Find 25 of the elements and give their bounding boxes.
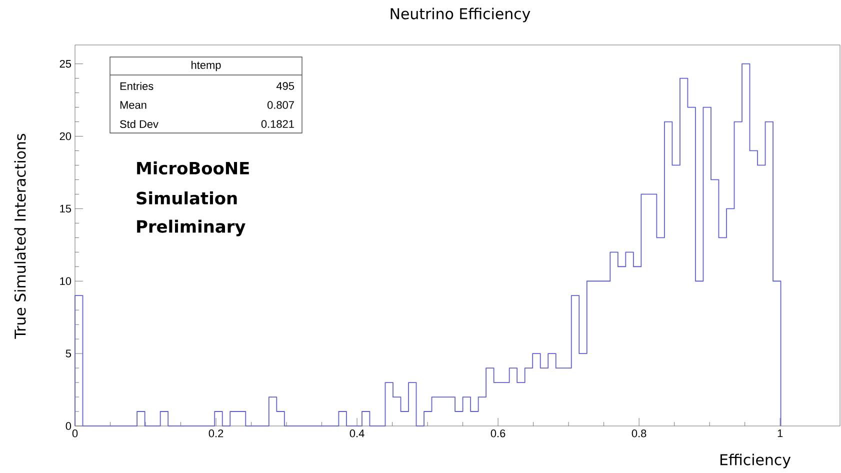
- annotation: htemp: [192, 60, 221, 72]
- y-tick-label: 10: [60, 277, 72, 285]
- y-tick-label: 15: [60, 204, 72, 213]
- x-tick-label: 0.2: [208, 430, 224, 438]
- x-tick-label: 1: [778, 430, 783, 438]
- x-tick-label: 0: [72, 430, 78, 438]
- x-tick-label: 0.4: [350, 430, 364, 438]
- annotation: MicroBooNE: [137, 161, 249, 175]
- chart-title: Neutrino Efficiency: [390, 8, 530, 22]
- annotation: 0.1821: [261, 120, 294, 128]
- y-tick-label: 20: [60, 132, 72, 140]
- x-axis-title: Efficiency: [720, 454, 791, 468]
- y-tick-label: 25: [60, 60, 72, 68]
- y-axis-title: True Simulated Interactions: [14, 134, 26, 339]
- annotation: Preliminary: [137, 220, 246, 236]
- x-tick-label: 0.6: [490, 430, 506, 438]
- x-tick-label: 0.8: [632, 430, 646, 438]
- y-tick-label: 5: [66, 350, 72, 358]
- annotation: Std Dev: [120, 120, 158, 128]
- y-tick-label: 0: [66, 422, 72, 430]
- annotation: 495: [276, 82, 294, 90]
- annotation: Entries: [120, 82, 154, 90]
- annotation: Mean: [120, 101, 146, 109]
- annotation: 0.807: [267, 101, 294, 109]
- annotation: Simulation: [136, 191, 237, 205]
